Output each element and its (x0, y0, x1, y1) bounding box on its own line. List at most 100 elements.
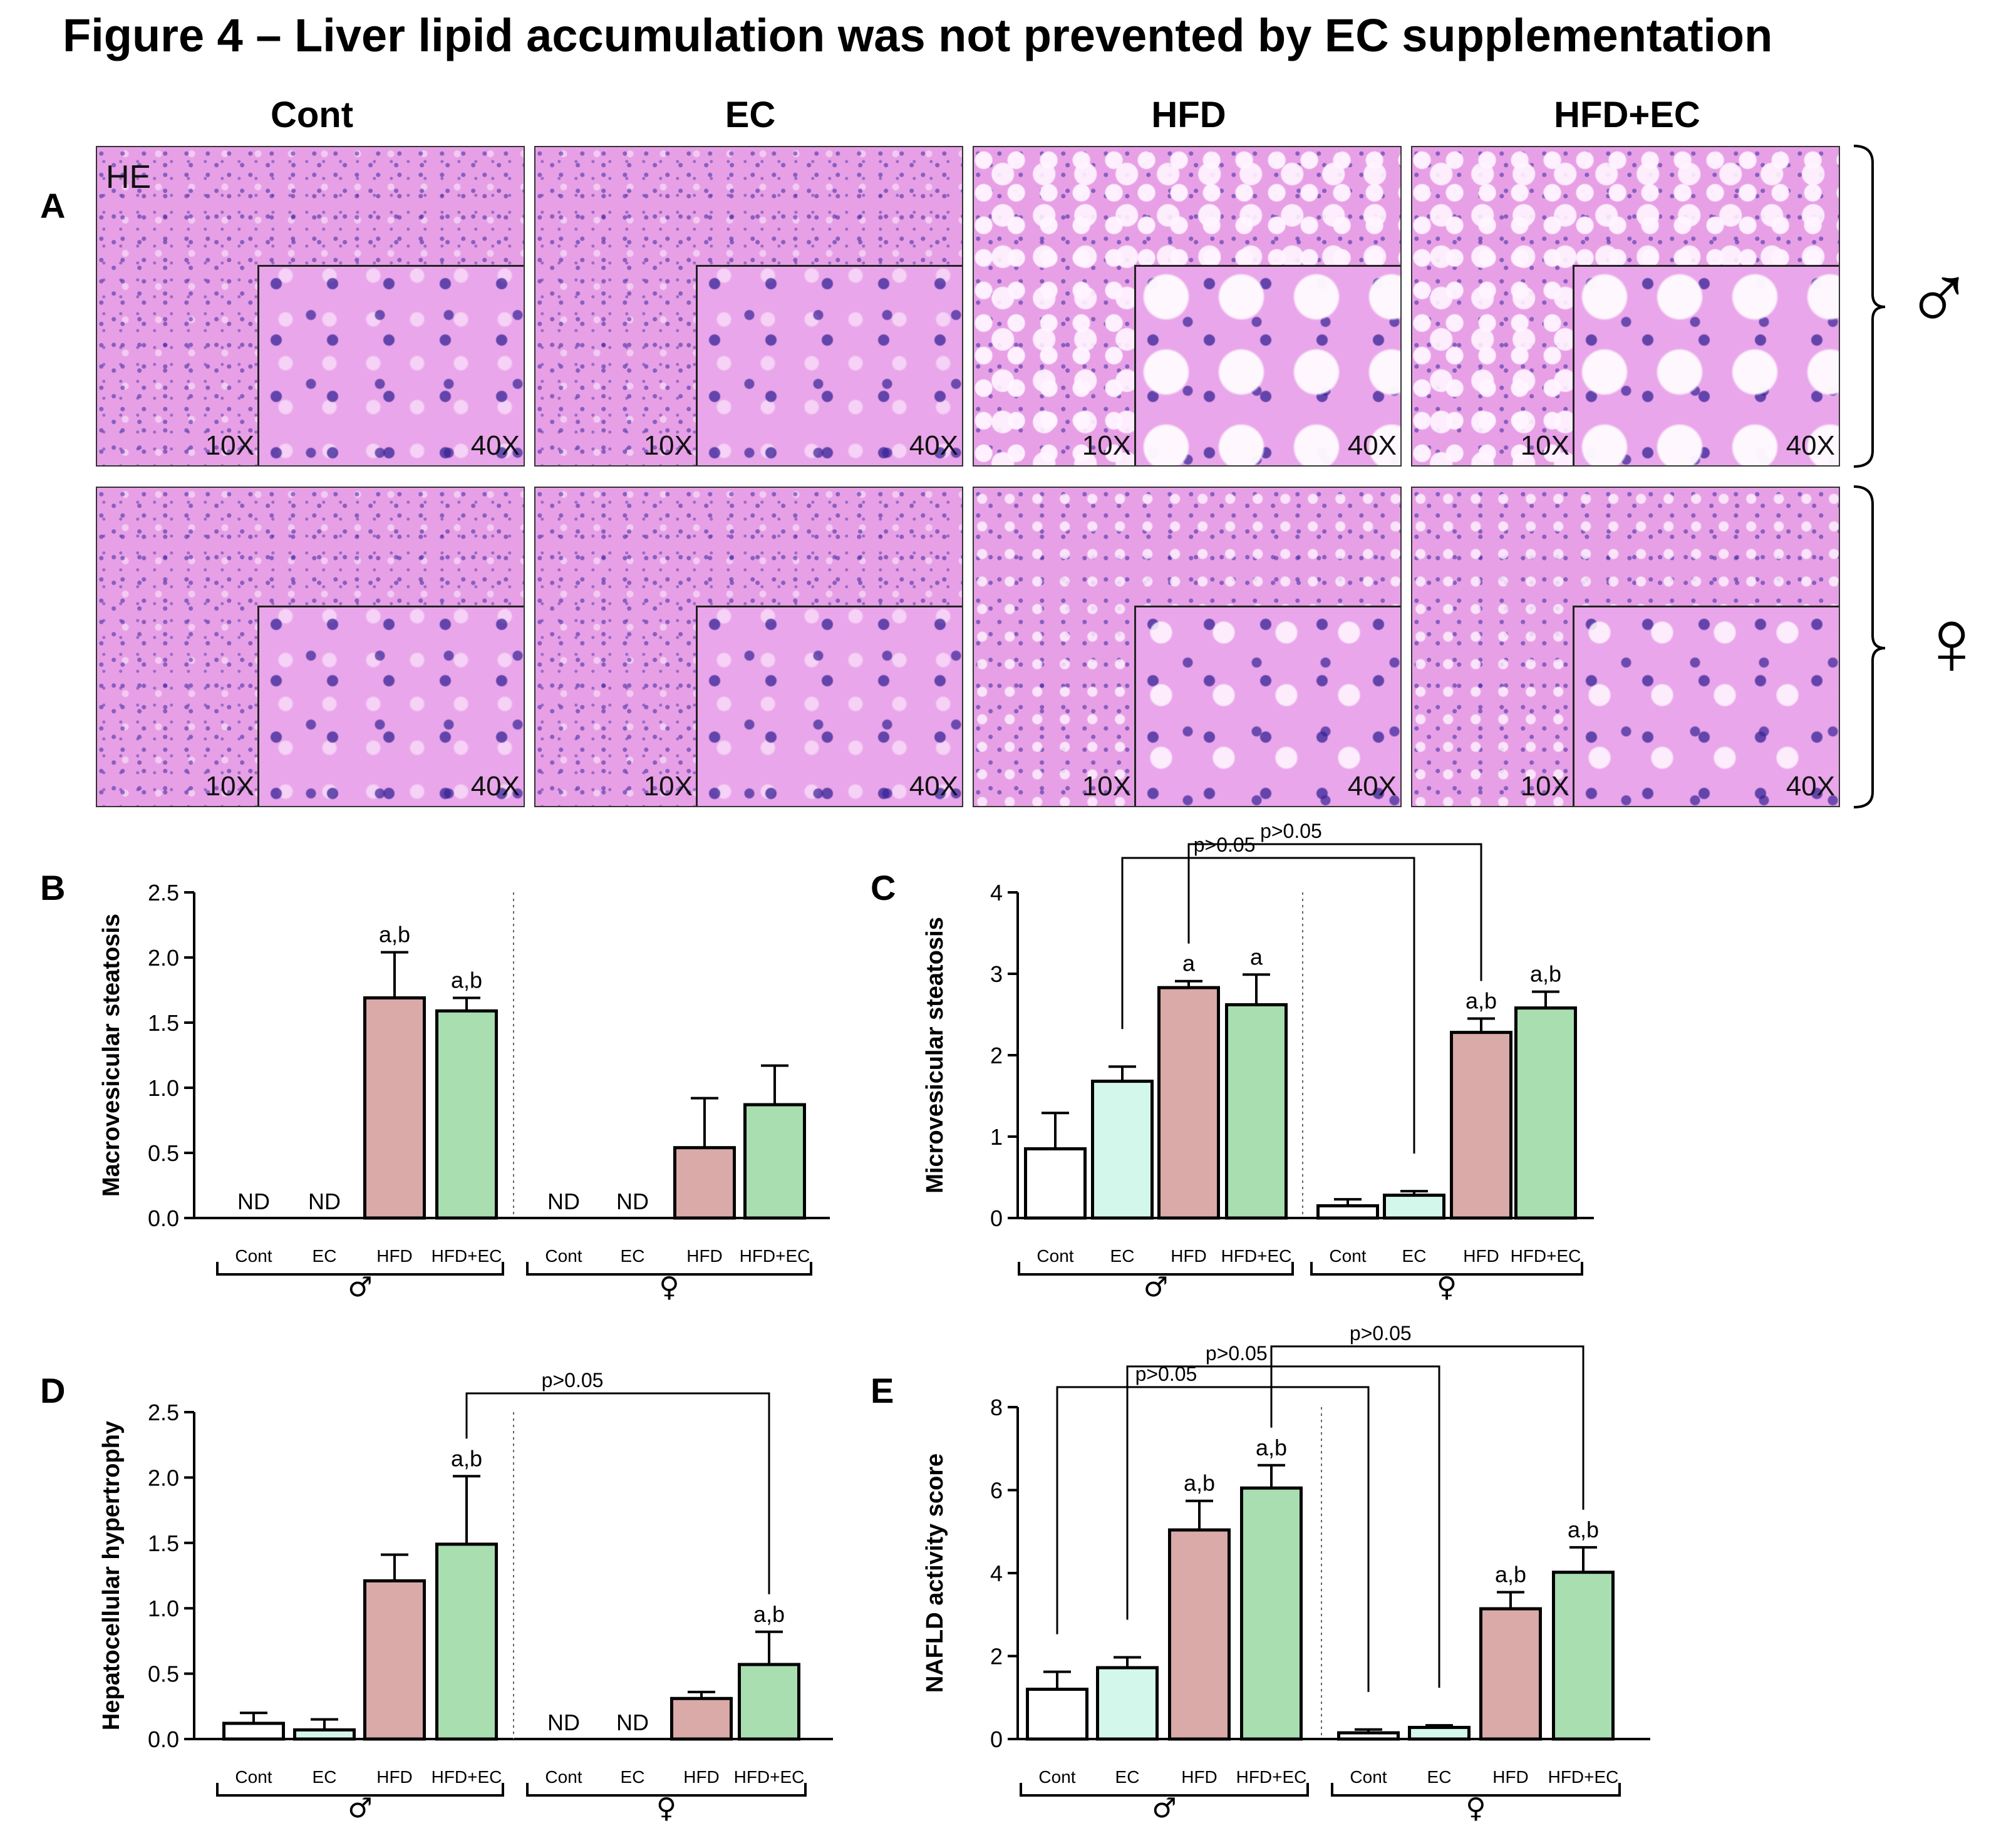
panel-label-d: D (40, 1371, 66, 1410)
significance-bracket (1187, 843, 1482, 981)
significance-label: a,b (1184, 1470, 1215, 1496)
mag-10x: 10X (643, 771, 693, 802)
bar-cont (1316, 1204, 1379, 1220)
nd-label: ND (308, 1189, 341, 1214)
female-symbol-icon: ♀ (656, 1792, 676, 1824)
x-tick-label: EC (1115, 1767, 1140, 1787)
inset-40x (1573, 606, 1839, 806)
x-tick-label: Cont (1329, 1246, 1366, 1266)
y-tick-label: 0.0 (148, 1727, 179, 1752)
x-tick-label: HFD (1171, 1246, 1207, 1266)
x-tick-label: EC (313, 1246, 337, 1266)
mag-40x: 40X (470, 430, 520, 461)
female-symbol-icon: ♀ (1466, 1792, 1486, 1824)
female-symbol-icon: ♀ (1437, 1271, 1457, 1303)
group-bracket (1018, 1262, 1294, 1276)
bar-hfd (1168, 1528, 1231, 1741)
x-tick-label: HFD (1181, 1767, 1217, 1787)
y-tick-label: 0 (990, 1205, 1003, 1231)
histology-female-hfd-ec: 10X 40X (1411, 487, 1840, 807)
significance-label: a,b (379, 922, 410, 947)
histology-female-hfd: 10X 40X (973, 487, 1402, 807)
male-symbol-icon: ♂ (348, 1792, 372, 1824)
female-symbol-icon: ♀ (659, 1271, 679, 1303)
group-bracket (526, 1783, 807, 1797)
histology-male-ec: 10X 40X (534, 146, 963, 467)
mag-40x: 40X (909, 771, 958, 802)
y-tick-label: 6 (990, 1478, 1003, 1504)
panel-label-c: C (871, 868, 896, 907)
bar-cont (1026, 1688, 1088, 1741)
bar-cont (1337, 1731, 1400, 1741)
x-tick-label: HFD+EC (734, 1767, 805, 1787)
y-tick-label: 2.5 (148, 880, 179, 906)
x-tick-label: HFD+EC (1548, 1767, 1619, 1787)
y-tick-label: 1.0 (148, 1075, 179, 1101)
x-tick-label: Cont (235, 1246, 272, 1266)
x-tick-label: Cont (545, 1767, 582, 1787)
x-tick-label: EC (1110, 1246, 1135, 1266)
male-symbol-icon: ♂ (348, 1271, 372, 1303)
bar-hfd-ec (1240, 1486, 1303, 1741)
nd-label: ND (547, 1710, 580, 1735)
x-tick-label: HFD (376, 1767, 413, 1787)
inset-40x (257, 606, 524, 806)
x-tick-label: EC (621, 1246, 645, 1266)
bar-hfd (1479, 1607, 1542, 1741)
bar-hfd (363, 1579, 426, 1741)
group-bracket (1020, 1783, 1309, 1797)
x-tick-label: Cont (235, 1767, 272, 1787)
mag-40x: 40X (909, 430, 958, 461)
bar-hfd (1450, 1031, 1512, 1220)
histology-female-cont: 10X 40X (96, 487, 525, 807)
inset-40x (1134, 606, 1400, 806)
x-tick-label: EC (1427, 1767, 1452, 1787)
y-tick-label: 0.5 (148, 1661, 179, 1687)
y-tick-label: 8 (990, 1395, 1003, 1420)
col-header-hfd: HFD (1151, 95, 1226, 135)
y-axis-title: Hepatocellular hypertrophy (98, 1421, 125, 1730)
x-tick-label: HFD (683, 1767, 720, 1787)
y-tick-label: 0.0 (148, 1205, 179, 1231)
mag-10x: 10X (205, 771, 254, 802)
col-header-ec: EC (725, 95, 776, 135)
group-bracket (216, 1262, 504, 1276)
inset-40x (696, 606, 962, 806)
x-tick-label: EC (621, 1767, 645, 1787)
bar-ec (293, 1728, 356, 1741)
stain-label: HE (106, 159, 152, 195)
group-bracket (1310, 1262, 1583, 1276)
bar-ec (1091, 1080, 1154, 1220)
significance-bracket (1121, 857, 1415, 1154)
y-tick-label: 2.5 (148, 1400, 179, 1425)
mag-40x: 40X (1347, 430, 1397, 461)
bracket-label: p>0.05 (1350, 1322, 1412, 1345)
x-tick-label: HFD (686, 1246, 723, 1266)
nd-label: ND (547, 1189, 580, 1214)
significance-bracket (1270, 1345, 1585, 1510)
bar-hfd (670, 1696, 733, 1741)
mag-40x: 40X (1347, 771, 1397, 802)
inset-40x (696, 265, 962, 465)
y-tick-label: 2 (990, 1644, 1003, 1670)
inset-40x (257, 265, 524, 465)
group-bracket (526, 1262, 812, 1276)
panel-label-e: E (871, 1371, 894, 1410)
mag-10x: 10X (643, 430, 693, 461)
y-tick-label: 0.5 (148, 1140, 179, 1166)
x-tick-label: Cont (1038, 1767, 1075, 1787)
significance-bracket (1056, 1386, 1370, 1692)
nd-label: ND (237, 1189, 270, 1214)
mag-10x: 10X (1520, 430, 1569, 461)
bar-hfd-ec (1225, 1003, 1288, 1220)
y-tick-label: 1 (990, 1124, 1003, 1150)
significance-label: a,b (1568, 1517, 1599, 1542)
figure-title: Figure 4 – Liver lipid accumulation was … (63, 9, 1773, 61)
bar-hfd-ec (1514, 1006, 1577, 1220)
x-tick-label: HFD+EC (1221, 1246, 1292, 1266)
significance-label: a,b (1466, 988, 1497, 1014)
bar-hfd (673, 1146, 736, 1220)
x-tick-label: HFD+EC (1236, 1767, 1307, 1787)
histology-male-hfd-ec: 10X 40X (1411, 146, 1840, 467)
significance-label: a (1250, 944, 1263, 969)
